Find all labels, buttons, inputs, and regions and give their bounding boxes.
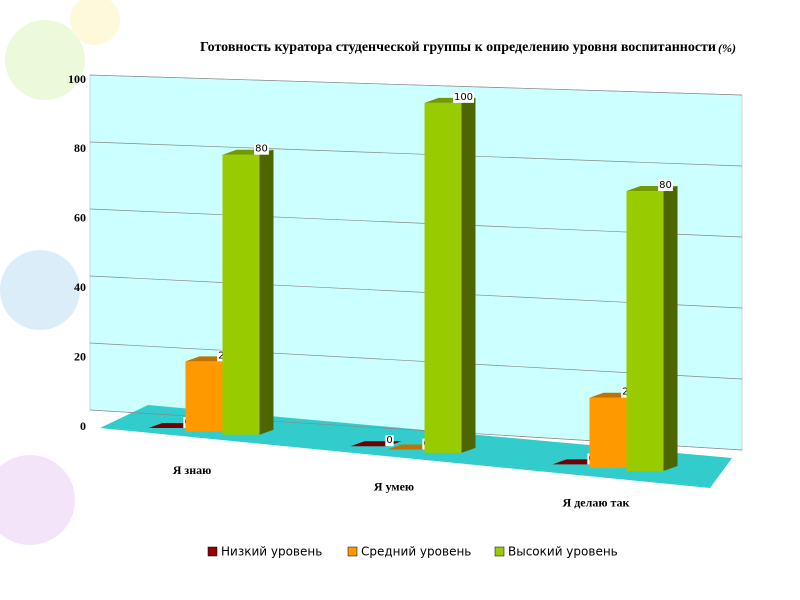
legend-label: Низкий уровень (221, 545, 322, 559)
chart-title: Готовность куратора студенческой группы … (200, 40, 716, 55)
bar (222, 149, 274, 435)
y-tick-label: 80 (74, 141, 86, 155)
bar (424, 97, 476, 453)
data-label-box (452, 91, 475, 103)
title-text: Готовность куратора студенческой группы … (200, 40, 716, 55)
legend-swatch (494, 546, 505, 557)
legend-swatch (207, 546, 218, 557)
data-label: 0 (386, 435, 392, 446)
data-label-box (254, 143, 269, 155)
data-label: 100 (454, 92, 473, 103)
bar-front (424, 102, 462, 453)
data-label: 80 (255, 144, 268, 155)
bar-front (185, 361, 223, 432)
unit-label: (%) (718, 41, 736, 55)
bar-side (663, 186, 678, 472)
bar-front (589, 397, 627, 468)
bar-side (461, 97, 476, 453)
grid-line (89, 141, 743, 167)
x-tick-label: Я умею (374, 479, 414, 493)
y-tick-label: 40 (74, 280, 86, 294)
bar-front (626, 191, 664, 472)
grid-line (89, 74, 743, 96)
x-tick-label: Я знаю (173, 463, 212, 477)
y-tick-label: 100 (68, 72, 86, 86)
data-label: 80 (659, 180, 672, 191)
legend-label: Высокий уровень (508, 545, 618, 559)
data-label-box (658, 180, 673, 192)
x-tick-label: Я делаю так (563, 495, 630, 509)
bar-side (259, 149, 274, 435)
y-tick-label: 60 (74, 211, 86, 225)
bar-front (222, 154, 260, 435)
legend-label: Средний уровень (361, 545, 471, 559)
background-decoration (0, 0, 120, 545)
bar (626, 186, 678, 472)
y-tick-label: 20 (74, 349, 86, 363)
data-label-box (385, 435, 394, 447)
y-tick-label: 0 (80, 419, 86, 433)
legend-swatch (347, 546, 358, 557)
